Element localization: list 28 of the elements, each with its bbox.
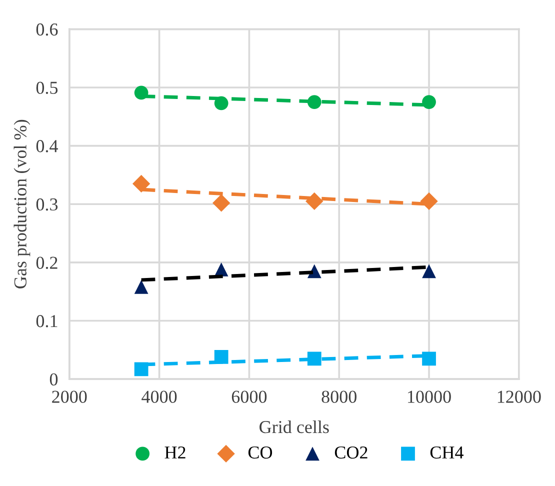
- point: [422, 264, 436, 278]
- x-tick-label: 6000: [232, 390, 267, 403]
- point: [420, 192, 438, 210]
- y-tick-label: 0.1: [36, 315, 58, 328]
- y-tick-label: 0.4: [36, 140, 58, 152]
- x-tick-label: 12000: [498, 390, 541, 403]
- y-tick-label: 0: [50, 373, 58, 386]
- point: [134, 280, 148, 294]
- legend-label: CH4: [430, 446, 464, 459]
- legend-label: H2: [164, 446, 186, 458]
- x-tick-label: 10000: [408, 390, 451, 403]
- point: [132, 174, 150, 193]
- x-tick-label: 8000: [322, 390, 356, 403]
- y-axis-title: Gas production (vol %): [14, 120, 30, 288]
- y-tick-label: 0.3: [36, 198, 58, 211]
- point: [422, 95, 436, 110]
- legend-label: CO2: [334, 446, 368, 459]
- x-tick-label: 4000: [142, 390, 177, 403]
- point: [212, 194, 230, 212]
- point: [306, 192, 324, 210]
- y-tick-label: 0.5: [36, 82, 58, 94]
- point: [307, 352, 322, 366]
- y-tick-label: 0.6: [36, 23, 58, 36]
- legend-label: CO: [248, 446, 272, 459]
- x-tick-label: 2000: [52, 390, 87, 403]
- x-axis-title: Grid cells: [260, 420, 329, 434]
- y-tick-label: 0.2: [36, 256, 58, 269]
- point: [422, 352, 436, 366]
